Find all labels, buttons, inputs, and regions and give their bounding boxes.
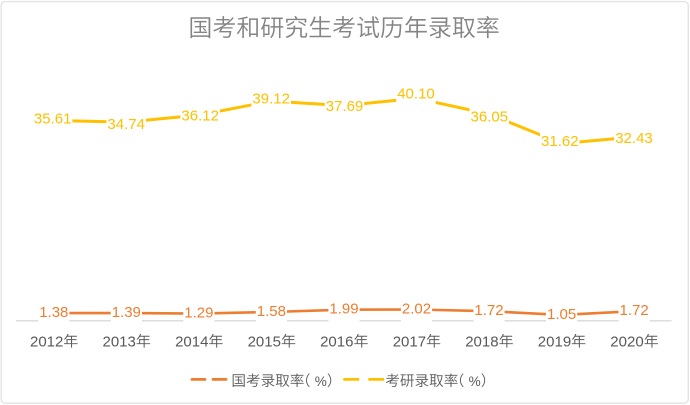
svg-text:2.02: 2.02	[402, 301, 431, 318]
svg-text:1.72: 1.72	[474, 302, 503, 319]
svg-text:39.12: 39.12	[252, 90, 290, 107]
svg-text:1.58: 1.58	[257, 303, 286, 320]
svg-text:2018: 2018	[465, 334, 498, 351]
svg-text:35.61: 35.61	[34, 111, 72, 128]
svg-text:2014: 2014	[175, 334, 208, 351]
svg-text:2015: 2015	[248, 334, 281, 351]
svg-text:36.12: 36.12	[181, 107, 219, 124]
svg-text:40.10: 40.10	[397, 86, 435, 103]
svg-text:2019: 2019	[538, 334, 571, 351]
svg-text:36.05: 36.05	[471, 108, 509, 125]
svg-text:2020: 2020	[610, 334, 643, 351]
svg-text:32.43: 32.43	[615, 130, 653, 147]
svg-text:2012: 2012	[30, 334, 63, 351]
svg-text:1.72: 1.72	[619, 302, 648, 319]
svg-text:%: %	[469, 374, 481, 389]
svg-text:%: %	[315, 374, 327, 389]
svg-text:2017: 2017	[393, 334, 426, 351]
svg-text:1.38: 1.38	[39, 304, 68, 321]
svg-text:37.69: 37.69	[326, 98, 364, 115]
svg-text:1.39: 1.39	[112, 304, 141, 321]
svg-text:1.05: 1.05	[547, 306, 576, 323]
svg-text:34.74: 34.74	[107, 116, 145, 133]
svg-text:31.62: 31.62	[541, 133, 579, 150]
svg-text:1.99: 1.99	[329, 301, 358, 318]
svg-text:1.29: 1.29	[184, 305, 213, 322]
svg-text:2016: 2016	[320, 334, 353, 351]
svg-text:2013: 2013	[103, 334, 136, 351]
